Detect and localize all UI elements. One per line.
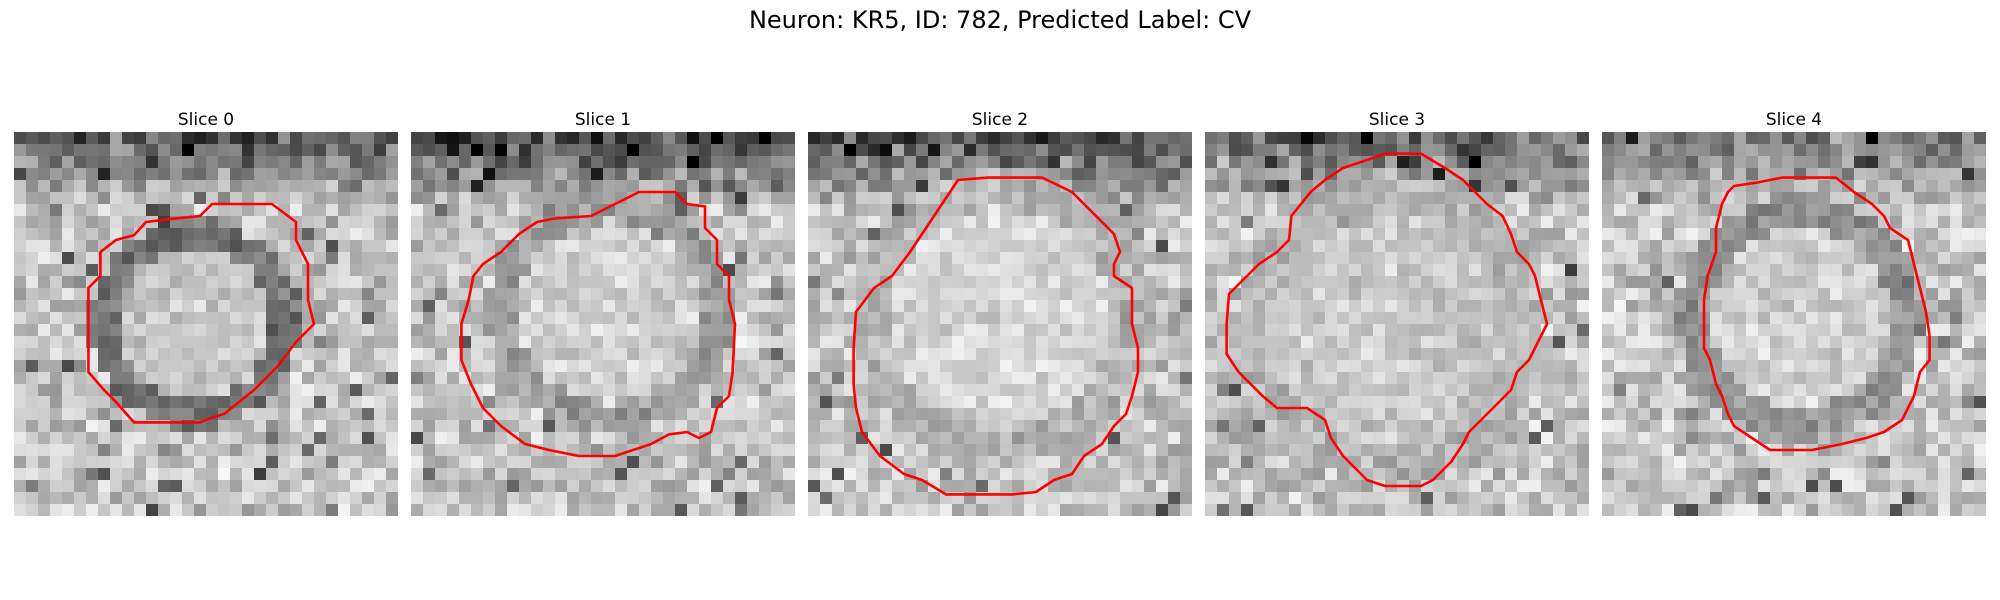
- segmentation-contour: [460, 190, 737, 458]
- segmentation-contour: [87, 202, 316, 424]
- slice-panel-1: Slice 1: [411, 108, 795, 516]
- slice-image-svg: [411, 132, 795, 516]
- slice-image: [14, 132, 398, 516]
- pixel-grid: [411, 132, 795, 516]
- slice-image-svg: [1602, 132, 1986, 516]
- slice-image-svg: [14, 132, 398, 516]
- slice-panel-2: Slice 2: [808, 108, 1192, 516]
- segmentation-contour: [852, 176, 1140, 496]
- slice-image-svg: [808, 132, 1192, 516]
- figure-title: Neuron: KR5, ID: 782, Predicted Label: C…: [748, 6, 1252, 34]
- slice-title: Slice 1: [574, 110, 632, 130]
- slice-title: Slice 2: [971, 110, 1029, 130]
- slice-title: Slice 0: [177, 110, 235, 130]
- pixel-grid: [808, 132, 1192, 516]
- segmentation-contour: [1702, 176, 1931, 452]
- slice-title: Slice 3: [1368, 110, 1426, 130]
- slice-image: [1602, 132, 1986, 516]
- pixel-grid: [14, 132, 398, 516]
- slice-image: [1205, 132, 1589, 516]
- slice-image: [411, 132, 795, 516]
- slice-panel-3: Slice 3: [1205, 108, 1589, 516]
- slice-image: [808, 132, 1192, 516]
- slice-title: Slice 4: [1765, 110, 1823, 130]
- slice-image-svg: [1205, 132, 1589, 516]
- slice-panel-4: Slice 4: [1602, 108, 1986, 516]
- slice-panel-0: Slice 0: [14, 108, 398, 516]
- segmentation-contour: [1225, 152, 1549, 488]
- pixel-grid: [1602, 132, 1986, 516]
- pixel-grid: [1205, 132, 1589, 516]
